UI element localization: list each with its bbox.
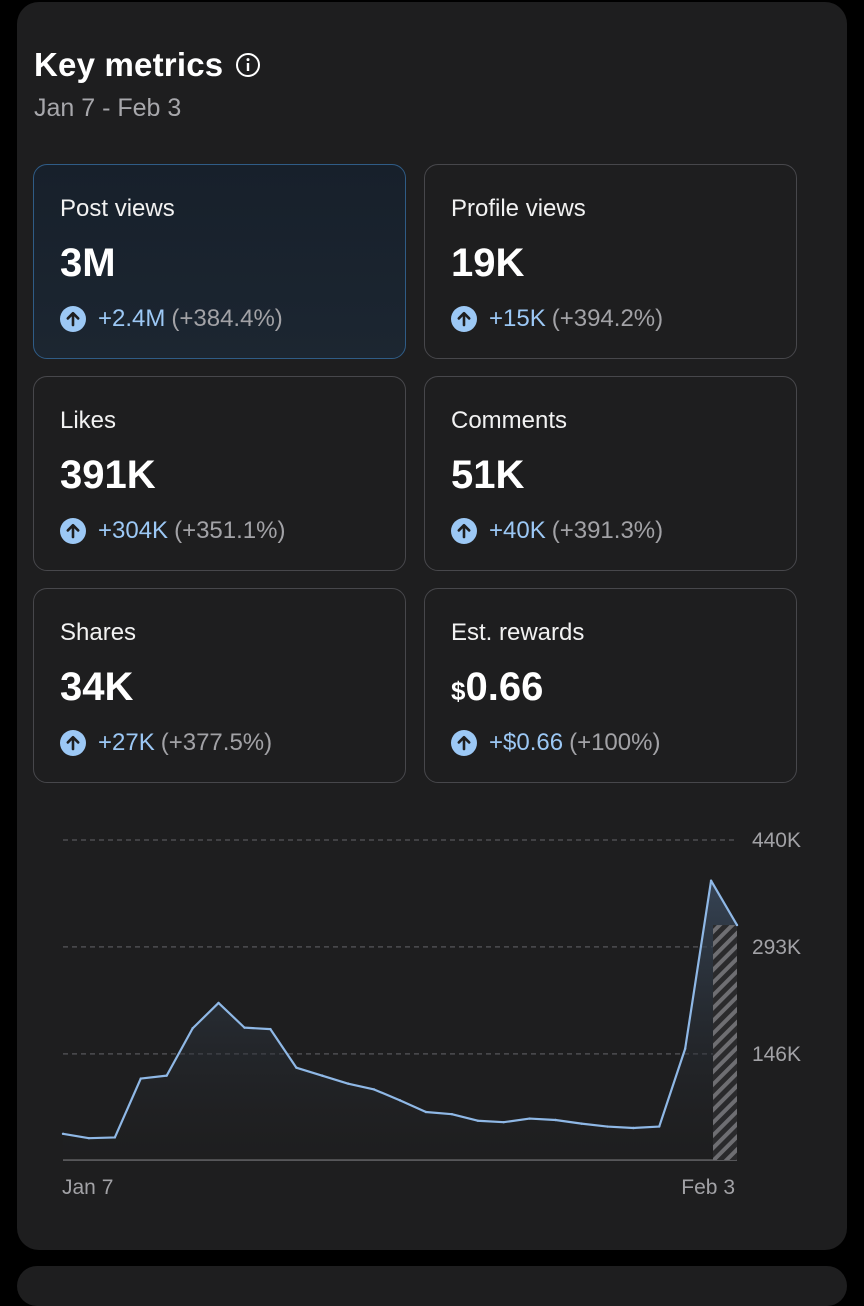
metric-percent: (+377.5%) (160, 729, 273, 756)
date-range: Jan 7 - Feb 3 (34, 94, 182, 122)
data-point (321, 1074, 324, 1077)
metric-card-post-views[interactable]: Post views 3M +2.4M (+384.4%) (33, 164, 406, 359)
data-point (450, 1112, 454, 1116)
metric-value: 391K (60, 453, 156, 498)
metric-number: 391K (60, 453, 156, 497)
area-fill (63, 880, 737, 1160)
metric-change: +304K (+351.1%) (60, 517, 285, 545)
page-title: Key metrics (34, 46, 224, 83)
metric-label: Shares (60, 619, 137, 646)
data-point (217, 1001, 220, 1005)
arrow-up-circle-icon (451, 730, 477, 756)
data-point (295, 1066, 298, 1069)
data-point (528, 1117, 531, 1120)
metric-label: Likes (60, 407, 117, 434)
data-point (398, 1099, 402, 1102)
data-point (372, 1088, 376, 1091)
metric-number: 19K (451, 241, 525, 285)
metric-percent: (+394.2%) (551, 305, 664, 332)
data-point (709, 879, 713, 882)
info-icon[interactable] (235, 52, 261, 78)
data-point (658, 1125, 661, 1128)
metric-value: $0.66 (451, 665, 543, 710)
data-point (424, 1110, 428, 1114)
next-section-panel (17, 1266, 847, 1306)
metric-card-profile-views[interactable]: Profile views 19K +15K (+394.2%) (424, 164, 797, 359)
metric-cards-grid: Post views 3M +2.4M (+384.4%) Profile vi… (33, 164, 797, 783)
metric-delta: +15K (489, 305, 546, 332)
metric-label: Post views (60, 195, 175, 222)
metric-percent: (+391.3%) (551, 517, 664, 544)
data-point (683, 1047, 687, 1050)
metric-label: Comments (451, 407, 568, 434)
data-point (165, 1074, 168, 1077)
arrow-up-circle-icon (60, 518, 86, 544)
metric-change: +15K (+394.2%) (451, 305, 663, 333)
metric-number: 51K (451, 453, 525, 497)
metric-value: 51K (451, 453, 524, 498)
metric-value: 3M (60, 241, 116, 286)
x-tick-label-end: Feb 3 (681, 1176, 735, 1199)
metric-change: +27K (+377.5%) (60, 729, 272, 757)
data-point (554, 1118, 557, 1122)
data-point (580, 1122, 583, 1125)
metric-number: 34K (60, 665, 134, 709)
metric-card-est-rewards[interactable]: Est. rewards $0.66 +$0.66 (+100%) (424, 588, 797, 783)
data-point (632, 1126, 635, 1130)
metric-card-comments[interactable]: Comments 51K +40K (+391.3%) (424, 376, 797, 571)
metric-number: 0.66 (465, 665, 544, 709)
metric-card-shares[interactable]: Shares 34K +27K (+377.5%) (33, 588, 406, 783)
arrow-up-circle-icon (60, 730, 86, 756)
metric-number: 3M (60, 241, 116, 285)
metric-change: +$0.66 (+100%) (451, 729, 660, 757)
data-point (113, 1136, 117, 1139)
data-point (606, 1125, 609, 1128)
data-point (346, 1082, 350, 1085)
y-tick-label: 293K (752, 936, 801, 959)
metric-percent: (+351.1%) (174, 517, 286, 544)
data-point (269, 1027, 272, 1031)
x-tick-label-start: Jan 7 (62, 1176, 113, 1199)
partial-data-hatch (713, 925, 737, 1160)
metric-delta: +2.4M (98, 305, 166, 332)
metric-change: +2.4M (+384.4%) (60, 305, 283, 333)
data-point (61, 1132, 65, 1136)
arrow-up-circle-icon (60, 306, 86, 332)
metric-value: 19K (451, 241, 524, 286)
metric-percent: (+384.4%) (171, 305, 283, 332)
y-tick-label: 146K (752, 1043, 801, 1066)
data-point (87, 1136, 91, 1140)
metric-delta: +$0.66 (489, 729, 564, 756)
metric-card-likes[interactable]: Likes 391K +304K (+351.1%) (33, 376, 406, 571)
data-point (735, 923, 739, 927)
y-tick-label: 440K (752, 829, 801, 852)
metric-value: 34K (60, 665, 133, 710)
key-metrics-header: Key metrics (34, 46, 261, 84)
post-views-area-chart[interactable]: 440K 293K 146K Jan 7 Feb 3 (0, 0, 864, 1250)
data-point (243, 1026, 246, 1029)
metric-label: Profile views (451, 195, 586, 222)
data-point (191, 1027, 194, 1030)
metric-percent: (+100%) (569, 729, 661, 756)
data-point (139, 1077, 142, 1080)
metric-delta: +27K (98, 729, 155, 756)
metric-delta: +304K (98, 517, 169, 544)
metric-change: +40K (+391.3%) (451, 517, 663, 545)
arrow-up-circle-icon (451, 306, 477, 332)
currency-symbol: $ (451, 676, 466, 706)
metric-label: Est. rewards (451, 619, 585, 646)
metric-delta: +40K (489, 517, 546, 544)
data-point (502, 1120, 505, 1124)
arrow-up-circle-icon (451, 518, 477, 544)
data-point (476, 1119, 479, 1122)
